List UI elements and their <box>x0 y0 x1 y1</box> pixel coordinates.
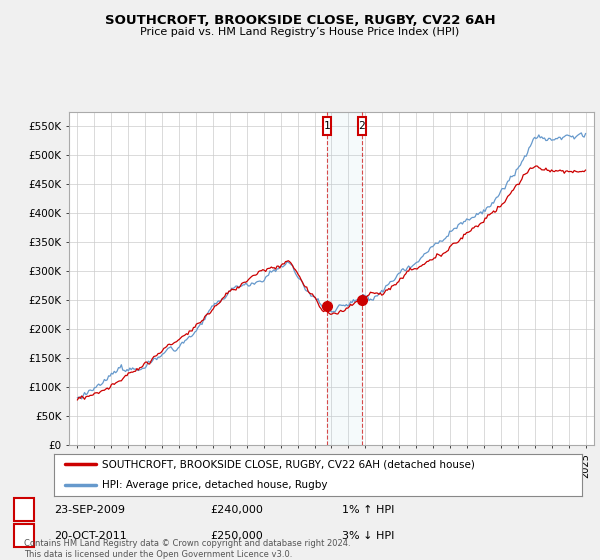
Text: 20-OCT-2011: 20-OCT-2011 <box>54 530 127 540</box>
Text: HPI: Average price, detached house, Rugby: HPI: Average price, detached house, Rugb… <box>101 480 327 490</box>
Text: 3% ↓ HPI: 3% ↓ HPI <box>342 530 394 540</box>
Text: Contains HM Land Registry data © Crown copyright and database right 2024.
This d: Contains HM Land Registry data © Crown c… <box>24 539 350 559</box>
Text: £240,000: £240,000 <box>210 505 263 515</box>
Bar <box>358 117 365 136</box>
Text: SOUTHCROFT, BROOKSIDE CLOSE, RUGBY, CV22 6AH: SOUTHCROFT, BROOKSIDE CLOSE, RUGBY, CV22… <box>104 14 496 27</box>
Text: £250,000: £250,000 <box>210 530 263 540</box>
Text: 1: 1 <box>20 505 28 515</box>
Text: SOUTHCROFT, BROOKSIDE CLOSE, RUGBY, CV22 6AH (detached house): SOUTHCROFT, BROOKSIDE CLOSE, RUGBY, CV22… <box>101 459 475 469</box>
Text: 1% ↑ HPI: 1% ↑ HPI <box>342 505 394 515</box>
Text: 23-SEP-2009: 23-SEP-2009 <box>54 505 125 515</box>
Text: 2: 2 <box>20 530 28 540</box>
Bar <box>14 524 34 547</box>
Text: Price paid vs. HM Land Registry’s House Price Index (HPI): Price paid vs. HM Land Registry’s House … <box>140 27 460 37</box>
Text: 2: 2 <box>358 121 365 131</box>
Bar <box>327 112 362 445</box>
Text: 1: 1 <box>323 121 331 131</box>
Bar <box>323 117 331 136</box>
Bar <box>14 498 34 521</box>
